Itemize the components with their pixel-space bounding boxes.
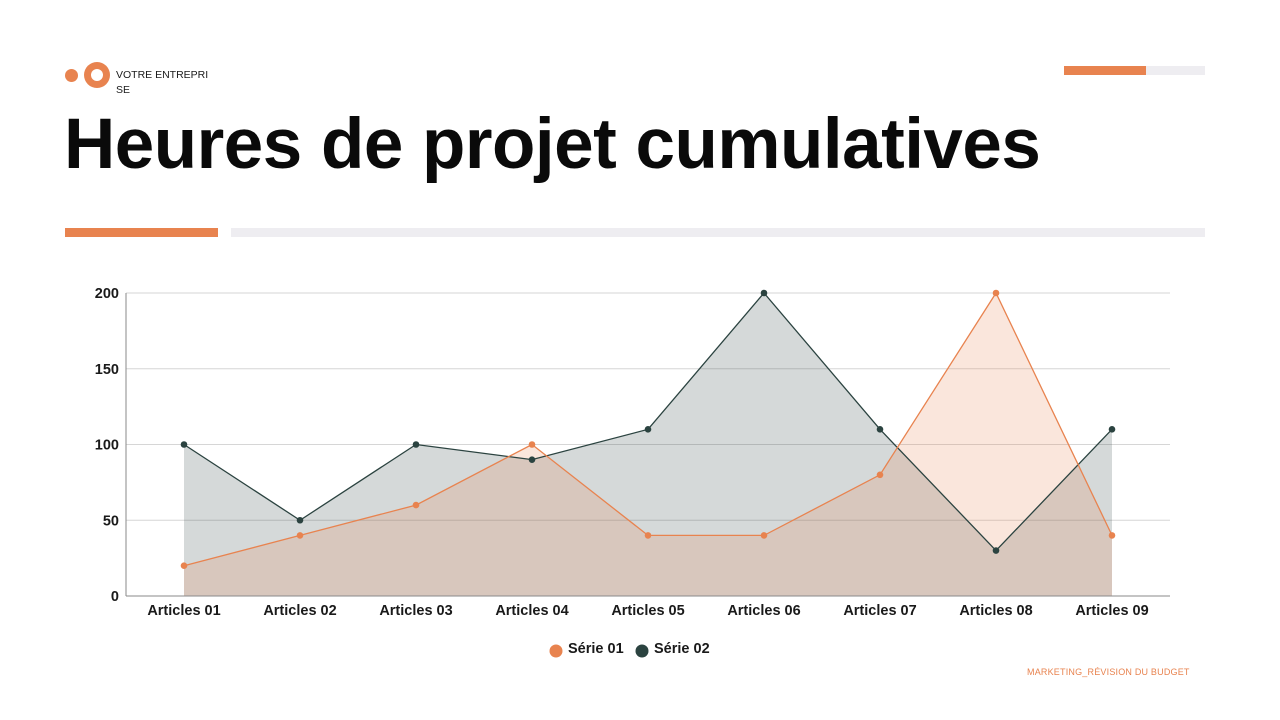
- logo-dot-icon: [65, 69, 78, 82]
- y-tick-label: 0: [111, 589, 119, 605]
- data-point: [296, 532, 304, 539]
- chart-tick-labels: 0 50 100 150 200 Articles 01 Articles 02 Articl…: [95, 286, 1149, 619]
- legend-marker: [635, 644, 649, 658]
- top-right-accent-bar: [1064, 66, 1146, 75]
- data-point: [528, 456, 536, 463]
- data-point: [412, 441, 420, 448]
- chart-points: [180, 289, 1116, 569]
- x-tick-label: Articles 08: [959, 603, 1032, 619]
- x-tick-label: Articles 04: [495, 603, 568, 619]
- x-tick-label: Articles 07: [843, 603, 916, 619]
- legend-marker: [549, 644, 563, 658]
- footer-label: MARKETING_RÉVISION DU BUDGET: [1027, 667, 1190, 677]
- x-tick-label: Articles 03: [379, 603, 452, 619]
- data-point: [644, 532, 652, 539]
- x-tick-label: Articles 02: [263, 603, 336, 619]
- title-divider-accent: [65, 228, 218, 237]
- y-tick-label: 150: [95, 362, 119, 378]
- data-point: [1108, 426, 1116, 433]
- series-area: [184, 293, 1112, 596]
- series-area: [184, 293, 1112, 596]
- data-point: [1108, 532, 1116, 539]
- x-tick-label: Articles 09: [1075, 603, 1148, 619]
- x-tick-label: Articles 06: [727, 603, 800, 619]
- data-point: [760, 289, 768, 297]
- data-point: [180, 441, 188, 448]
- data-point: [992, 289, 1000, 297]
- data-point: [180, 562, 188, 569]
- chart-areas: [184, 293, 1112, 596]
- y-tick-label: 100: [95, 438, 119, 454]
- data-point: [760, 532, 768, 539]
- data-point: [992, 547, 1000, 554]
- data-point: [876, 426, 884, 433]
- data-point: [876, 471, 884, 479]
- legend-label: Série 02: [654, 641, 710, 657]
- data-point: [296, 516, 304, 524]
- data-point: [644, 426, 652, 433]
- company-name: VOTRE ENTREPRISE: [116, 69, 209, 96]
- chart-legend: Série 01 Série 02: [549, 641, 710, 658]
- y-tick-label: 200: [95, 286, 119, 302]
- chart-axes: [125, 293, 1170, 597]
- title-divider-track: [231, 228, 1205, 237]
- y-tick-label: 50: [103, 513, 119, 529]
- page-title: Heures de projet cumulatives: [64, 105, 1041, 184]
- x-tick-label: Articles 05: [611, 603, 684, 619]
- data-point: [412, 501, 420, 509]
- logo-ring-icon: [84, 62, 110, 88]
- legend-label: Série 01: [568, 641, 624, 657]
- x-tick-label: Articles 01: [147, 603, 220, 619]
- data-point: [528, 441, 536, 448]
